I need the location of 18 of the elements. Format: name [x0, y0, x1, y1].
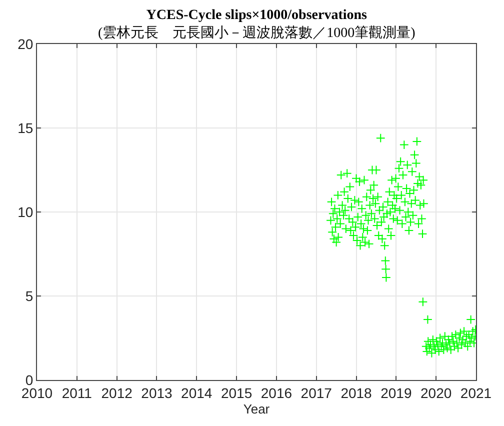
- x-tick-label: 2014: [181, 384, 212, 401]
- y-tick-label: 15: [18, 120, 34, 136]
- x-tick-label: 2021: [460, 384, 492, 401]
- x-tick-label: 2013: [141, 384, 173, 401]
- x-tick-label: 2015: [220, 384, 252, 401]
- y-tick-label: 20: [18, 36, 34, 52]
- x-tick-label: 2011: [62, 384, 92, 401]
- x-tick-label: 2012: [101, 384, 133, 401]
- x-tick-label: 2019: [380, 384, 412, 401]
- y-tick-label: 5: [25, 288, 34, 304]
- chart-title: YCES-Cycle slips×1000/observations: [146, 8, 368, 23]
- y-tick-label: 10: [18, 204, 34, 220]
- chart-subtitle: (雲林元長 元長國小－週波脫落數／1000筆觀測量): [98, 25, 416, 42]
- x-tick-label: 2017: [300, 384, 332, 401]
- x-tick-label: 2018: [340, 384, 372, 401]
- x-axis-title: Year: [243, 401, 270, 416]
- x-tick-label: 2016: [260, 384, 292, 401]
- x-tick-label: 2020: [420, 384, 452, 401]
